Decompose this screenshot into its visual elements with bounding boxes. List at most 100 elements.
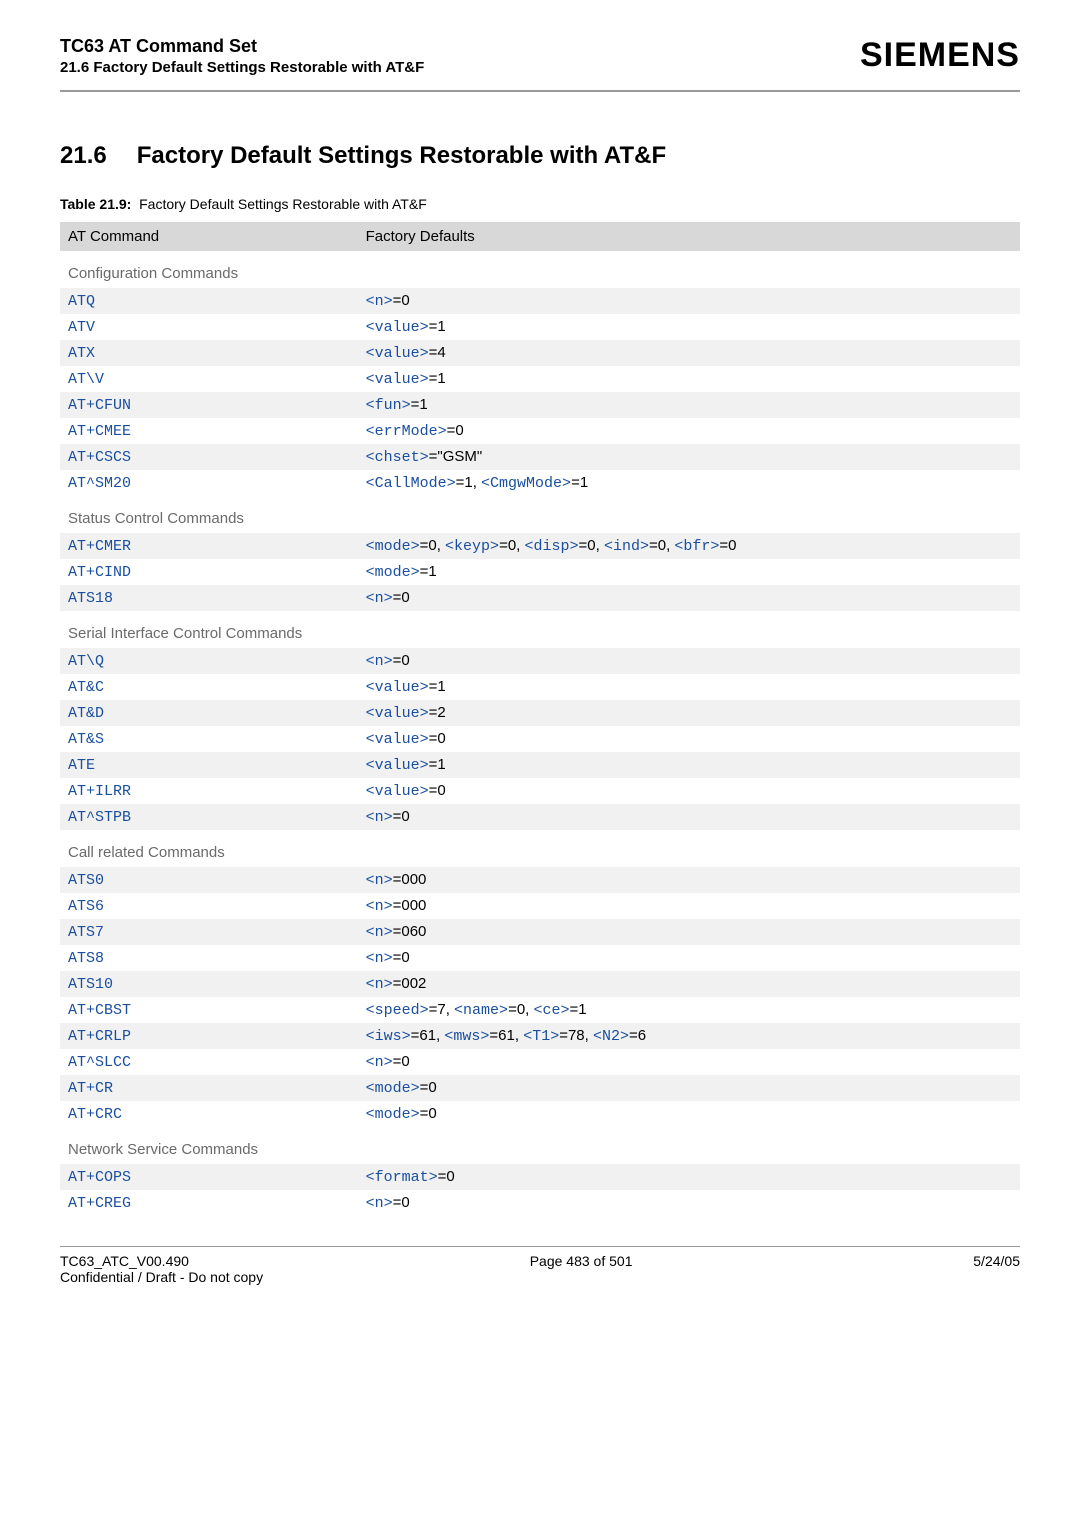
param-tag[interactable]: <keyp> [445, 538, 499, 555]
param-tag[interactable]: <disp> [525, 538, 579, 555]
cell-factory-default: <CallMode>=1, <CmgwMode>=1 [358, 470, 1020, 496]
param-tag[interactable]: <speed> [366, 1002, 429, 1019]
at-command-link[interactable]: AT+CRC [68, 1106, 122, 1123]
param-tag[interactable]: <CmgwMode> [481, 475, 571, 492]
param-tag[interactable]: <n> [366, 924, 393, 941]
at-command-link[interactable]: ATS10 [68, 976, 113, 993]
at-command-link[interactable]: AT+CRLP [68, 1028, 131, 1045]
at-command-link[interactable]: AT+CMER [68, 538, 131, 555]
param-tag[interactable]: <n> [366, 653, 393, 670]
at-command-link[interactable]: ATS18 [68, 590, 113, 607]
param-tag[interactable]: <value> [366, 371, 429, 388]
table-row: AT+CREG<n>=0 [60, 1190, 1020, 1216]
footer-right: 5/24/05 [973, 1253, 1020, 1269]
cell-at-command: ATS7 [60, 919, 358, 945]
at-command-link[interactable]: AT+CREG [68, 1195, 131, 1212]
param-tag[interactable]: <chset> [366, 449, 429, 466]
table-row: AT&S <value>=0 [60, 726, 1020, 752]
param-tag[interactable]: <errMode> [366, 423, 447, 440]
param-tag[interactable]: <value> [366, 705, 429, 722]
at-command-link[interactable]: AT&C [68, 679, 104, 696]
cell-factory-default: <value>=2 [358, 700, 1020, 726]
cell-factory-default: <n>=0 [358, 288, 1020, 314]
footer-center: Page 483 of 501 [530, 1253, 633, 1269]
param-tag[interactable]: <name> [454, 1002, 508, 1019]
footer-line2: Confidential / Draft - Do not copy [60, 1269, 1020, 1285]
cell-at-command: AT\Q [60, 648, 358, 674]
param-tag[interactable]: <iws> [366, 1028, 411, 1045]
param-tag[interactable]: <mode> [366, 1080, 420, 1097]
at-command-link[interactable]: ATS8 [68, 950, 104, 967]
at-command-link[interactable]: ATX [68, 345, 95, 362]
at-command-link[interactable]: AT+CFUN [68, 397, 131, 414]
at-command-link[interactable]: AT^STPB [68, 809, 131, 826]
param-tag[interactable]: <value> [366, 731, 429, 748]
param-tag[interactable]: <ce> [534, 1002, 570, 1019]
param-tag[interactable]: <n> [366, 898, 393, 915]
at-command-link[interactable]: ATS0 [68, 872, 104, 889]
at-command-link[interactable]: AT^SM20 [68, 475, 131, 492]
param-value: =61, [489, 1027, 523, 1044]
param-tag[interactable]: <n> [366, 293, 393, 310]
at-command-link[interactable]: AT+CIND [68, 564, 131, 581]
table-caption: Table 21.9: Factory Default Settings Res… [60, 196, 1020, 212]
param-tag[interactable]: <n> [366, 1054, 393, 1071]
param-tag[interactable]: <T1> [523, 1028, 559, 1045]
cell-at-command: AT+CMER [60, 533, 358, 559]
table-row: AT+CMEE <errMode>=0 [60, 418, 1020, 444]
at-command-link[interactable]: AT&S [68, 731, 104, 748]
footer-left: TC63_ATC_V00.490 [60, 1253, 189, 1269]
at-command-link[interactable]: AT&D [68, 705, 104, 722]
header-rule [60, 90, 1020, 92]
param-tag[interactable]: <N2> [593, 1028, 629, 1045]
param-tag[interactable]: <value> [366, 679, 429, 696]
at-command-link[interactable]: AT\Q [68, 653, 104, 670]
table-row: ATS0<n>=000 [60, 867, 1020, 893]
at-command-link[interactable]: ATV [68, 319, 95, 336]
at-command-link[interactable]: AT+ILRR [68, 783, 131, 800]
cell-at-command: ATS0 [60, 867, 358, 893]
at-command-link[interactable]: AT+CSCS [68, 449, 131, 466]
param-tag[interactable]: <mws> [444, 1028, 489, 1045]
param-tag[interactable]: <mode> [366, 538, 420, 555]
param-tag[interactable]: <n> [366, 976, 393, 993]
param-tag[interactable]: <format> [366, 1169, 438, 1186]
table-row: AT+CSCS<chset>="GSM" [60, 444, 1020, 470]
param-tag[interactable]: <value> [366, 757, 429, 774]
param-tag[interactable]: <CallMode> [366, 475, 456, 492]
param-tag[interactable]: <bfr> [674, 538, 719, 555]
table-caption-label: Table 21.9: [60, 196, 131, 212]
param-tag[interactable]: <n> [366, 809, 393, 826]
at-command-link[interactable]: AT+CMEE [68, 423, 131, 440]
param-tag[interactable]: <n> [366, 590, 393, 607]
at-command-link[interactable]: ATS6 [68, 898, 104, 915]
cell-factory-default: <value>=0 [358, 726, 1020, 752]
param-tag[interactable]: <mode> [366, 1106, 420, 1123]
param-value: =1 [571, 474, 588, 491]
param-tag[interactable]: <n> [366, 1195, 393, 1212]
at-command-link[interactable]: AT+CR [68, 1080, 113, 1097]
param-tag[interactable]: <mode> [366, 564, 420, 581]
at-command-link[interactable]: AT+CBST [68, 1002, 131, 1019]
at-command-link[interactable]: AT^SLCC [68, 1054, 131, 1071]
at-command-link[interactable]: ATS7 [68, 924, 104, 941]
param-tag[interactable]: <ind> [604, 538, 649, 555]
cell-at-command: AT+CBST [60, 997, 358, 1023]
cell-factory-default: <errMode>=0 [358, 418, 1020, 444]
header-left-block: TC63 AT Command Set 21.6 Factory Default… [60, 36, 424, 76]
param-value: =0 [393, 652, 410, 669]
at-command-link[interactable]: AT+COPS [68, 1169, 131, 1186]
param-tag[interactable]: <fun> [366, 397, 411, 414]
param-tag[interactable]: <n> [366, 872, 393, 889]
at-command-link[interactable]: ATQ [68, 293, 95, 310]
at-command-link[interactable]: AT\V [68, 371, 104, 388]
cell-at-command: AT+CMEE [60, 418, 358, 444]
cell-at-command: AT+ILRR [60, 778, 358, 804]
param-tag[interactable]: <value> [366, 783, 429, 800]
param-tag[interactable]: <n> [366, 950, 393, 967]
param-value: =0 [393, 589, 410, 606]
param-tag[interactable]: <value> [366, 345, 429, 362]
cell-factory-default: <iws>=61, <mws>=61, <T1>=78, <N2>=6 [358, 1023, 1020, 1049]
at-command-link[interactable]: ATE [68, 757, 95, 774]
param-tag[interactable]: <value> [366, 319, 429, 336]
